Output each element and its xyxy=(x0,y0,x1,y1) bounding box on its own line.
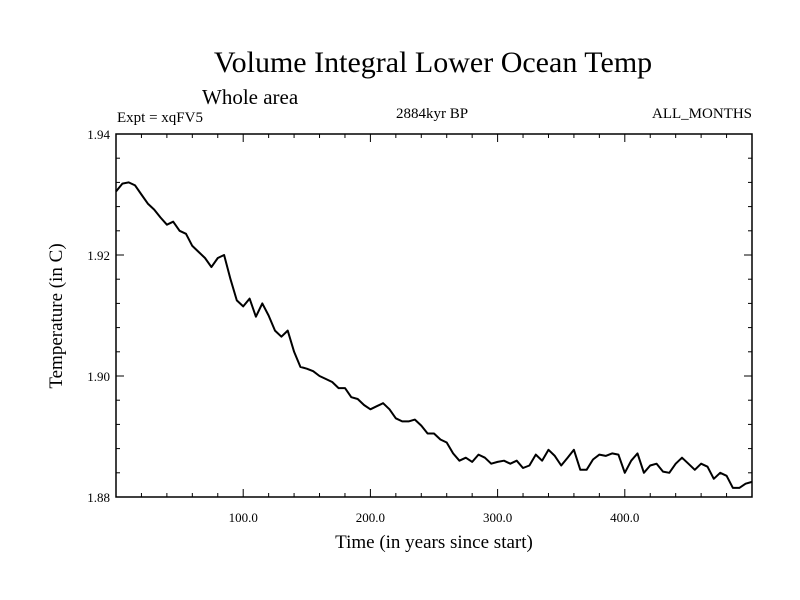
y-tick-label: 1.90 xyxy=(87,369,110,384)
x-tick-label: 100.0 xyxy=(229,510,258,525)
x-axis-ticks: 100.0 200.0 300.0 400.0 xyxy=(140,134,728,525)
y-tick-label: 1.92 xyxy=(87,248,110,263)
experiment-label: Expt = xqFV5 xyxy=(117,110,203,126)
x-tick-label: 200.0 xyxy=(356,510,385,525)
y-axis-ticks: 1.88 1.90 1.92 1.94 xyxy=(87,127,752,505)
x-tick-label: 400.0 xyxy=(610,510,639,525)
plot-frame xyxy=(115,133,753,498)
season-label: ALL_MONTHS xyxy=(652,106,752,122)
chart-subtitle: Whole area xyxy=(202,85,299,109)
period-label: 2884kyr BP xyxy=(396,106,468,122)
y-tick-label: 1.88 xyxy=(87,490,110,505)
x-tick-label: 300.0 xyxy=(483,510,512,525)
chart-title: Volume Integral Lower Ocean Temp xyxy=(214,46,652,79)
y-tick-label: 1.94 xyxy=(87,127,110,142)
series-line xyxy=(115,181,753,489)
x-axis-label: Time (in years since start) xyxy=(335,532,533,553)
series-layer xyxy=(115,181,753,489)
y-axis-label: Temperature (in C) xyxy=(46,243,67,388)
